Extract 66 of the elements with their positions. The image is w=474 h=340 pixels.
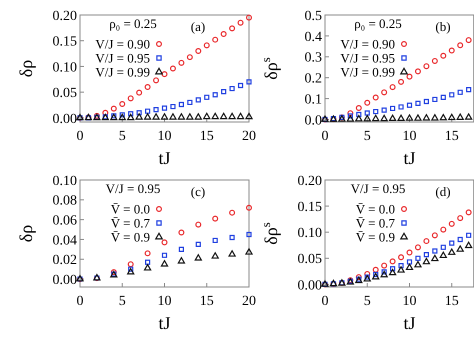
x-tick-label: 15 xyxy=(444,129,459,144)
annotation: (c) xyxy=(190,184,206,199)
legend-title: ρ₀ = 0.25 xyxy=(354,16,402,31)
legend-label: V/J = 0.90 xyxy=(95,36,150,52)
legend-label: V/J = 0.95 xyxy=(95,50,150,66)
y-tick-label: 0.4 xyxy=(304,30,322,45)
y-tick-label: 0.10 xyxy=(52,60,77,76)
legend-label: V̄ = 0.0 xyxy=(356,202,395,217)
x-tick-label: 10 xyxy=(158,294,172,309)
x-tick-label: 0 xyxy=(322,129,328,144)
legend-label: V̄ = 0.9 xyxy=(356,230,395,245)
y-tick-label: 0.1 xyxy=(304,92,322,108)
y-tick-label: 0.05 xyxy=(298,252,322,268)
legend-label: V̄ = 0.7 xyxy=(110,216,150,231)
legend-label: V/J = 0.95 xyxy=(340,50,395,66)
x-tick-label: 10 xyxy=(158,129,172,144)
y-tick-label: 0.02 xyxy=(52,253,77,268)
x-axis-title: tJ xyxy=(403,313,416,333)
x-tick-label: 5 xyxy=(364,294,371,309)
y-tick-label: 0.0 xyxy=(304,113,322,128)
y-tick-label: 0.10 xyxy=(298,226,322,242)
legend-title: ρ₀ = 0.25 xyxy=(109,16,157,31)
legend-label: V̄ = 0.7 xyxy=(356,216,396,231)
x-axis-title: tJ xyxy=(158,313,171,333)
legend-label: V̄ = 0.0 xyxy=(110,202,150,217)
legend-title: V/J = 0.95 xyxy=(106,181,160,196)
y-tick-label: 0.00 xyxy=(52,112,77,127)
annotation: (a) xyxy=(190,19,206,34)
x-tick-label: 0 xyxy=(76,129,84,144)
legend-title: V/J = 0.95 xyxy=(350,181,406,196)
legend-label: V/J = 0.99 xyxy=(340,64,395,80)
x-tick-label: 5 xyxy=(364,129,371,144)
y-tick-label: 0.20 xyxy=(52,8,77,24)
y-tick-label: 0.5 xyxy=(304,8,322,24)
legend-label: V/J = 0.99 xyxy=(95,64,150,80)
y-tick-label: 0.06 xyxy=(52,214,77,229)
x-tick-label: 15 xyxy=(200,129,214,144)
y-tick-label: 0.20 xyxy=(298,174,322,189)
y-tick-label: 0.10 xyxy=(52,174,77,189)
x-tick-label: 15 xyxy=(200,294,214,309)
x-tick-label: 20 xyxy=(242,129,256,144)
y-axis-title: δρ xyxy=(16,224,36,242)
y-axis-title: δρ xyxy=(16,60,36,78)
y-tick-label: 0.15 xyxy=(298,200,322,215)
y-tick-label: 0.3 xyxy=(304,50,322,66)
x-tick-label: 0 xyxy=(76,294,84,309)
y-tick-label: 0.04 xyxy=(52,233,77,248)
y-tick-label: 0.2 xyxy=(304,72,322,87)
x-tick-label: 20 xyxy=(242,294,256,309)
x-axis-title: tJ xyxy=(158,148,171,168)
x-tick-label: 10 xyxy=(402,294,416,309)
x-tick-label: 5 xyxy=(118,129,126,144)
x-tick-label: 10 xyxy=(402,129,416,144)
y-tick-label: 0.00 xyxy=(298,278,322,294)
y-tick-label: 0.00 xyxy=(52,272,77,288)
annotation: (b) xyxy=(435,19,451,34)
y-tick-label: 0.05 xyxy=(52,86,77,102)
legend-label: V̄ = 0.9 xyxy=(110,230,150,245)
y-tick-label: 0.15 xyxy=(52,34,77,50)
annotation: (d) xyxy=(435,184,451,199)
x-tick-label: 15 xyxy=(444,294,459,309)
x-tick-label: 0 xyxy=(322,294,328,309)
x-tick-label: 5 xyxy=(118,294,126,309)
y-tick-label: 0.08 xyxy=(52,194,77,209)
x-axis-title: tJ xyxy=(403,148,416,168)
legend-label: V/J = 0.90 xyxy=(340,36,395,52)
